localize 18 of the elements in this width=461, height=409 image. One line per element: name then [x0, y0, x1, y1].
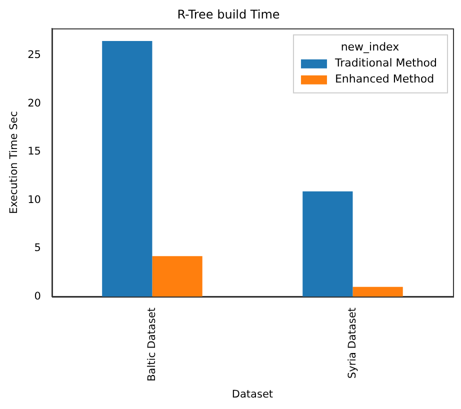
chart-title: R-Tree build Time	[177, 7, 280, 22]
legend-label: Traditional Method	[334, 56, 438, 70]
y-tick-label: 5	[34, 242, 41, 254]
y-axis-title: Execution Time Sec	[8, 110, 20, 214]
legend-label: Enhanced Method	[334, 72, 434, 86]
bar	[102, 40, 152, 297]
x-tick-label: Syria Dataset	[346, 308, 358, 379]
y-tick-label: 20	[28, 97, 41, 110]
y-tick-label: 15	[28, 146, 41, 158]
y-tick-label: 0	[34, 290, 41, 302]
legend-title: new_index	[340, 40, 400, 54]
bar	[152, 256, 202, 297]
x-tick-label: Baltic Dataset	[146, 308, 158, 382]
y-tick-label: 25	[28, 49, 41, 62]
y-tick-label: 10	[28, 194, 41, 206]
x-axis-title: Dataset	[232, 388, 274, 400]
bar	[352, 286, 403, 297]
bar	[302, 191, 353, 297]
